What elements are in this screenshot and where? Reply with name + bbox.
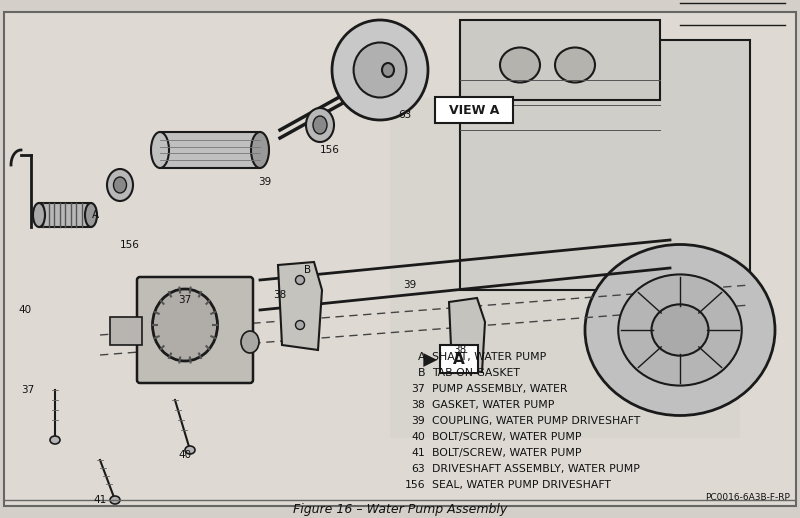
Text: DRIVESHAFT ASSEMBLY, WATER PUMP: DRIVESHAFT ASSEMBLY, WATER PUMP (432, 464, 640, 474)
Ellipse shape (85, 203, 97, 227)
Text: 156: 156 (320, 145, 340, 155)
Ellipse shape (382, 63, 394, 77)
Text: 37: 37 (411, 384, 425, 394)
Ellipse shape (651, 305, 709, 356)
FancyBboxPatch shape (460, 20, 660, 100)
Ellipse shape (185, 446, 195, 454)
Ellipse shape (332, 20, 428, 120)
Text: B: B (305, 265, 311, 275)
Ellipse shape (151, 132, 169, 168)
FancyBboxPatch shape (110, 317, 142, 345)
Ellipse shape (295, 321, 305, 329)
Text: 156: 156 (120, 240, 140, 250)
Text: 37: 37 (22, 385, 34, 395)
Text: A: A (418, 352, 425, 362)
FancyBboxPatch shape (440, 345, 478, 373)
Ellipse shape (33, 203, 45, 227)
Text: 63: 63 (411, 464, 425, 474)
Text: GASKET, WATER PUMP: GASKET, WATER PUMP (432, 400, 554, 410)
Ellipse shape (153, 289, 218, 361)
Text: PC0016-6A3B-F-RP: PC0016-6A3B-F-RP (705, 494, 790, 502)
Text: 41: 41 (411, 448, 425, 458)
Ellipse shape (110, 496, 120, 504)
Text: 39: 39 (258, 177, 272, 187)
FancyBboxPatch shape (39, 203, 91, 227)
Ellipse shape (585, 244, 775, 415)
Ellipse shape (50, 436, 60, 444)
Ellipse shape (618, 275, 742, 385)
Text: SEAL, WATER PUMP DRIVESHAFT: SEAL, WATER PUMP DRIVESHAFT (432, 480, 611, 490)
FancyBboxPatch shape (160, 132, 260, 168)
Ellipse shape (295, 276, 305, 284)
Text: SHAFT, WATER PUMP: SHAFT, WATER PUMP (432, 352, 546, 362)
Ellipse shape (241, 331, 259, 353)
FancyBboxPatch shape (390, 98, 740, 438)
Text: PUMP ASSEMBLY, WATER: PUMP ASSEMBLY, WATER (432, 384, 567, 394)
Text: 40: 40 (411, 432, 425, 442)
Text: Figure 16 – Water Pump Assembly: Figure 16 – Water Pump Assembly (293, 503, 507, 516)
Text: A: A (91, 210, 98, 220)
FancyBboxPatch shape (435, 97, 513, 123)
Text: COUPLING, WATER PUMP DRIVESHAFT: COUPLING, WATER PUMP DRIVESHAFT (432, 416, 640, 426)
Ellipse shape (306, 108, 334, 142)
Text: 40: 40 (178, 450, 191, 460)
Text: A: A (453, 352, 465, 367)
FancyBboxPatch shape (460, 40, 750, 290)
Text: VIEW A: VIEW A (449, 104, 499, 117)
Text: 39: 39 (411, 416, 425, 426)
Polygon shape (449, 298, 485, 372)
Ellipse shape (555, 48, 595, 82)
Ellipse shape (354, 42, 406, 97)
Text: 38: 38 (454, 345, 466, 355)
Text: 39: 39 (403, 280, 417, 290)
Text: 37: 37 (178, 295, 192, 305)
Text: 38: 38 (274, 290, 286, 300)
Ellipse shape (500, 48, 540, 82)
Ellipse shape (107, 169, 133, 201)
Text: 156: 156 (404, 480, 425, 490)
Text: 38: 38 (411, 400, 425, 410)
Ellipse shape (313, 116, 327, 134)
FancyBboxPatch shape (4, 12, 796, 506)
Text: BOLT/SCREW, WATER PUMP: BOLT/SCREW, WATER PUMP (432, 432, 582, 442)
Text: 41: 41 (94, 495, 106, 505)
Text: 40: 40 (18, 305, 31, 315)
FancyBboxPatch shape (137, 277, 253, 383)
Ellipse shape (114, 177, 126, 193)
Text: B: B (418, 368, 425, 378)
Text: TAB ON GASKET: TAB ON GASKET (432, 368, 520, 378)
Text: 63: 63 (398, 110, 412, 120)
Ellipse shape (251, 132, 269, 168)
Text: BOLT/SCREW, WATER PUMP: BOLT/SCREW, WATER PUMP (432, 448, 582, 458)
Polygon shape (278, 262, 322, 350)
